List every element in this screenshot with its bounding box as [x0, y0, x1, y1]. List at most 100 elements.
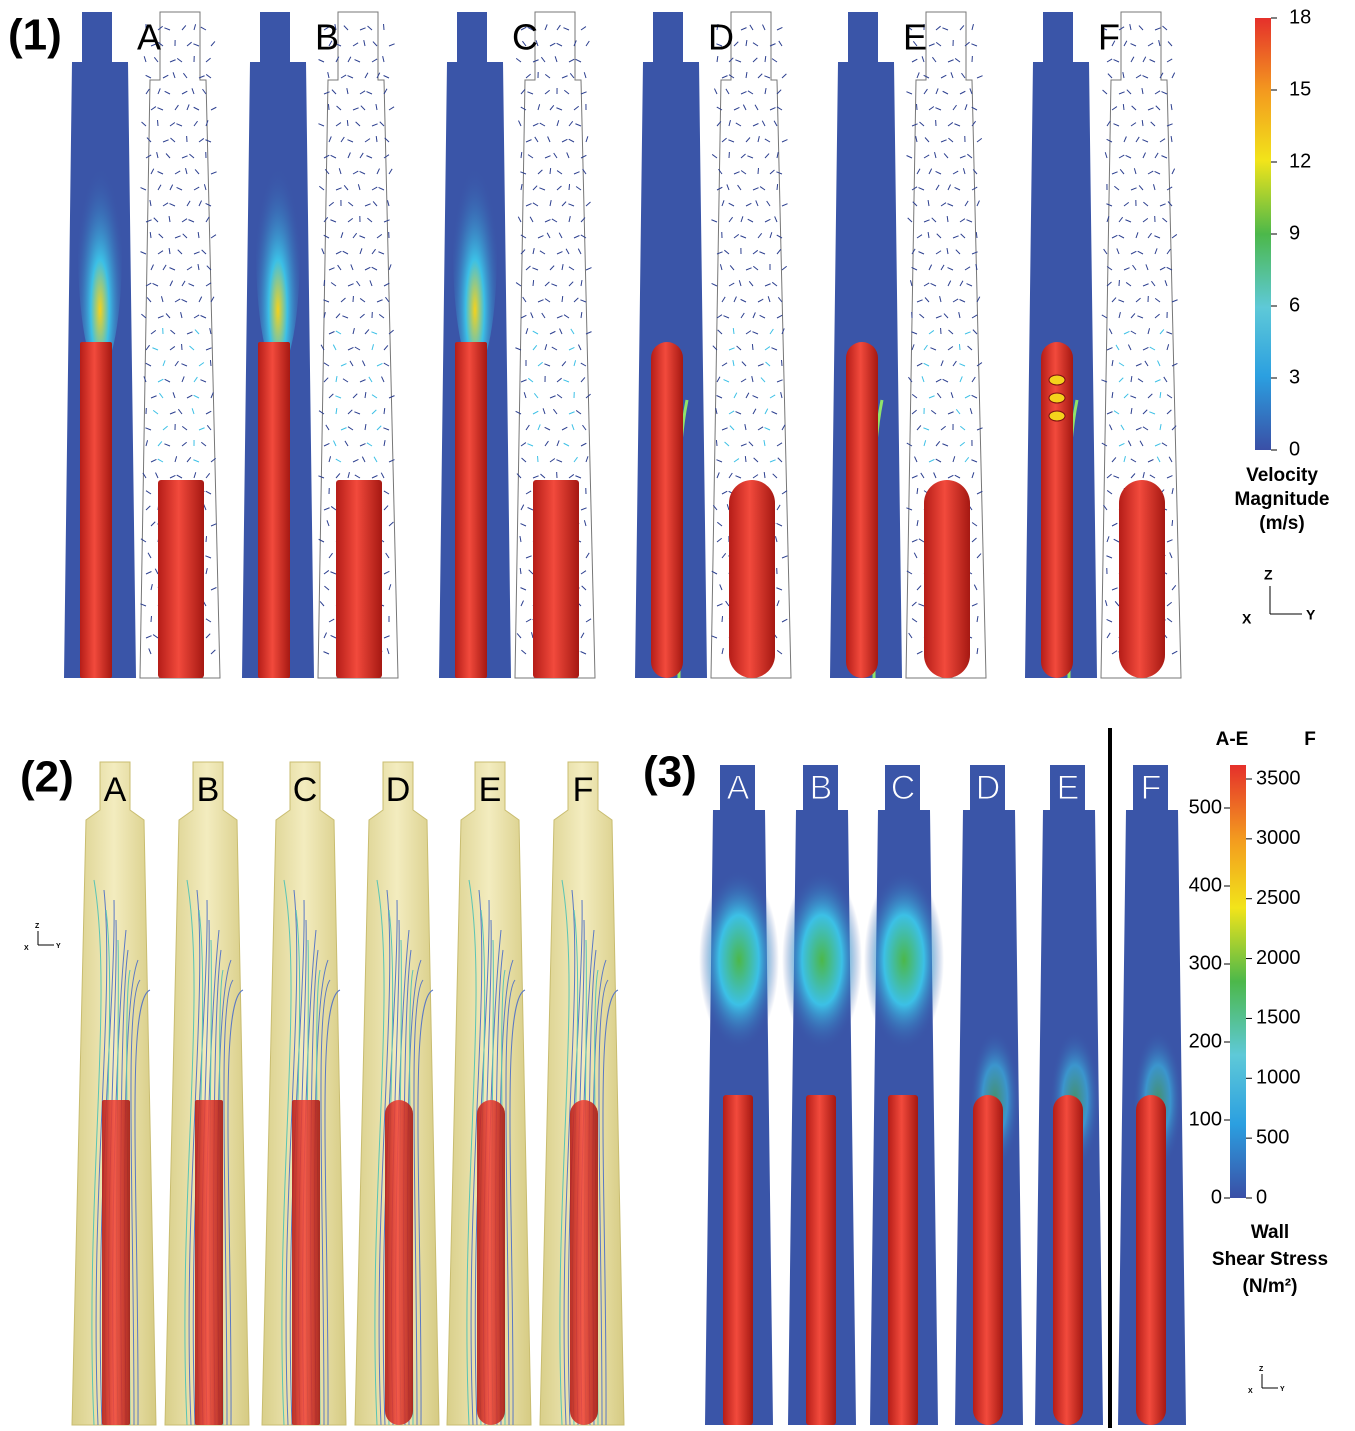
velocity-vector	[581, 92, 587, 94]
case-label: C	[293, 771, 318, 809]
panel-label: (3)	[643, 748, 697, 797]
needle	[729, 480, 775, 678]
case-label: B	[315, 17, 339, 58]
colorbar-tick-label: 0	[1289, 438, 1300, 460]
velocity-vector	[210, 360, 211, 366]
colorbar-tick-label: 2000	[1256, 947, 1301, 969]
needle	[1136, 1095, 1166, 1425]
velocity-vector	[1114, 60, 1119, 62]
needle	[723, 1095, 753, 1425]
axis-label: Z	[35, 923, 40, 930]
velocity-vector	[1108, 74, 1112, 78]
velocity-vector	[782, 74, 786, 78]
velocity-vector	[910, 280, 912, 286]
velocity-vector	[526, 74, 531, 78]
velocity-vector	[912, 59, 917, 62]
velocity-vector	[206, 74, 211, 78]
velocity-vector	[586, 268, 591, 270]
velocity-vector	[1172, 300, 1178, 302]
velocity-vector	[584, 72, 586, 78]
colorbar-tick-label: 200	[1189, 1030, 1222, 1052]
velocity-vector	[714, 89, 717, 94]
velocity-vector	[1105, 152, 1107, 158]
colorbar-title: Wall	[1251, 1222, 1289, 1243]
velocity-vector	[141, 188, 146, 190]
colorbar-tick-label: 3500	[1256, 767, 1301, 789]
needle	[80, 342, 112, 678]
velocity-vector	[324, 280, 325, 286]
velocity-vector	[1167, 59, 1172, 62]
case-label: D	[386, 771, 411, 809]
needle	[385, 1100, 413, 1425]
velocity-vector	[206, 536, 207, 542]
wss-hotspot	[782, 870, 862, 1050]
velocity-vector	[782, 204, 788, 206]
velocity-vector	[906, 92, 912, 94]
velocity-vector	[387, 200, 389, 206]
velocity-vector	[782, 140, 787, 142]
colorbar-tick-label: 500	[1256, 1126, 1289, 1148]
side-hole	[1049, 411, 1065, 421]
velocity-vector	[1171, 104, 1172, 110]
velocity-vector	[347, 120, 348, 126]
colorbar-title: Shear Stress	[1212, 1249, 1328, 1270]
velocity-vector	[1172, 234, 1177, 238]
colorbar-tick-label: 9	[1289, 222, 1300, 244]
needle	[158, 480, 204, 678]
colorbar-tick-label: 3	[1289, 366, 1300, 388]
needle	[1053, 1095, 1083, 1425]
case-label: F	[1141, 769, 1162, 807]
panel-1: (1)ABCDEF0369121518VelocityMagnitude(m/s…	[8, 6, 1330, 678]
velocity-vector	[328, 104, 329, 110]
velocity-vector	[977, 76, 983, 78]
velocity-vector	[1172, 520, 1173, 526]
velocity-vector	[140, 252, 146, 254]
needle	[973, 1095, 1003, 1425]
jet	[453, 130, 497, 370]
needle	[477, 1100, 505, 1425]
panel-label: (2)	[20, 753, 74, 802]
velocity-vector	[521, 184, 522, 190]
velocity-vector	[777, 184, 778, 190]
velocity-vector	[211, 172, 217, 174]
velocity-vector	[1123, 104, 1124, 110]
velocity-vector	[586, 202, 590, 206]
needle	[1041, 342, 1073, 678]
side-hole	[1049, 375, 1065, 385]
velocity-vector	[1103, 90, 1107, 94]
velocity-vector	[712, 154, 717, 158]
colorbar-tick-label: 15	[1289, 78, 1311, 100]
velocity-vector	[1107, 59, 1112, 62]
colorbar-header: F	[1304, 729, 1316, 750]
case-label: C	[891, 769, 916, 807]
velocity-vector	[533, 280, 534, 286]
velocity-vector	[550, 168, 551, 174]
velocity-vector	[146, 89, 149, 94]
needle	[102, 1100, 130, 1425]
needle	[292, 1100, 320, 1425]
velocity-vector	[328, 72, 329, 78]
velocity-vector	[976, 232, 977, 238]
velocity-vector	[518, 121, 521, 126]
colorbar-tick-label: 2500	[1256, 887, 1301, 909]
colorbar-tick-label: 0	[1256, 1186, 1267, 1208]
velocity-vector	[779, 41, 782, 46]
velocity-vector	[154, 57, 158, 62]
velocity-vector	[383, 56, 384, 62]
velocity-vector	[516, 58, 521, 62]
case-label: E	[479, 771, 502, 809]
velocity-vector	[752, 344, 753, 350]
velocity-vector	[201, 27, 206, 30]
velocity-vector	[521, 152, 522, 158]
axis-label: Z	[1259, 1366, 1264, 1373]
velocity-vector	[977, 201, 979, 206]
colorbar-tick-label: 18	[1289, 6, 1311, 28]
colorbar-tick-label: 0	[1211, 1186, 1222, 1208]
jet	[256, 130, 300, 370]
velocity-vector	[318, 124, 324, 126]
panel-label: (1)	[8, 11, 62, 60]
velocity-vector	[908, 218, 912, 222]
velocity-vector	[142, 122, 146, 126]
wss-hotspot	[864, 870, 944, 1050]
axis-label: Y	[56, 943, 61, 950]
